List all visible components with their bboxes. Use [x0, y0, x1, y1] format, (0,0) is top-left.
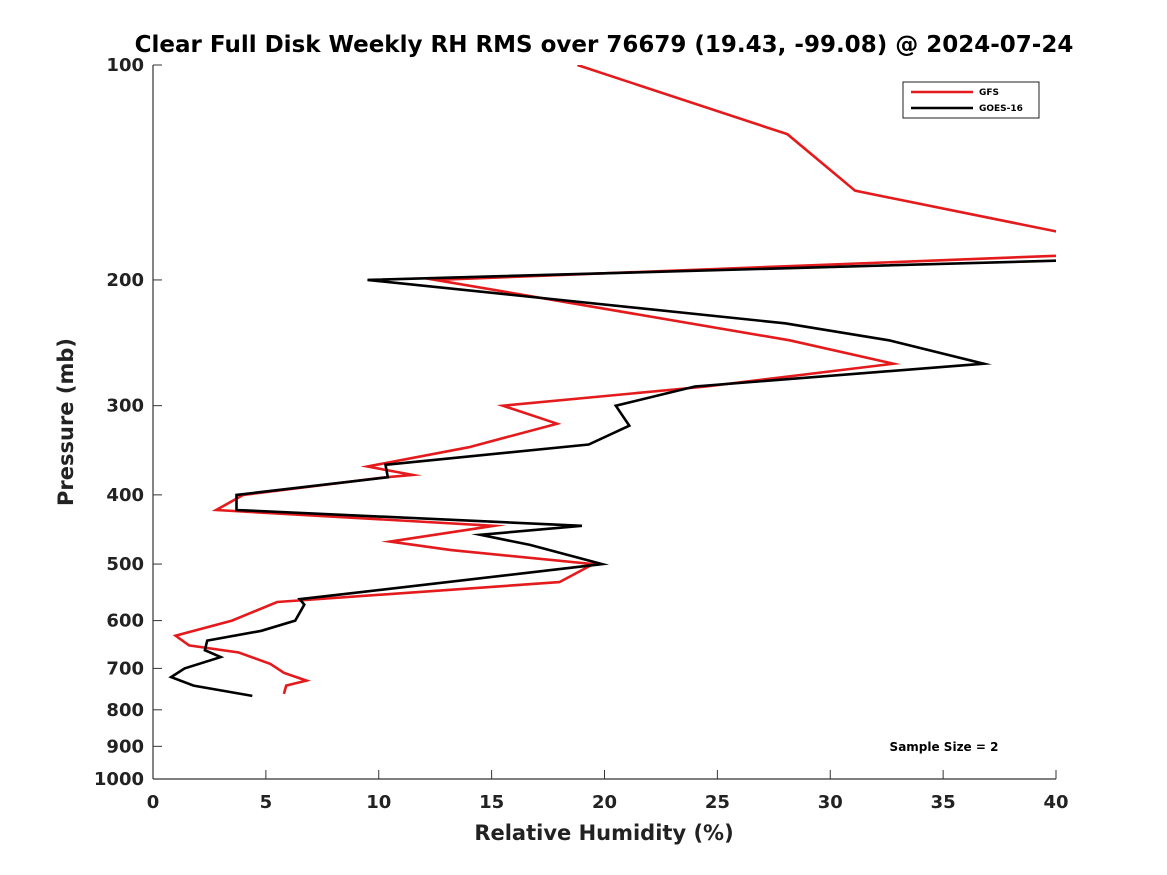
legend-box [902, 81, 1040, 119]
y-axis-label: Pressure (mb) [54, 338, 78, 506]
y-tick-label: 200 [106, 270, 144, 291]
x-axis-label: Relative Humidity (%) [474, 821, 733, 845]
series-line-goes-16 [168, 259, 1056, 698]
y-tick-label: 100 [106, 55, 144, 76]
x-tick-label: 15 [479, 792, 504, 813]
x-tick-label: 10 [366, 792, 391, 813]
y-tick-label: 500 [106, 554, 144, 575]
x-tick-label: 0 [147, 792, 160, 813]
y-tick-label: 300 [106, 396, 144, 417]
y-tick-label: 900 [106, 736, 144, 757]
y-tick-label: 700 [106, 658, 144, 679]
axes: 0 5 10 15 20 25 30 35 40 100 200 300 400 500 600 700 800… [94, 55, 1069, 813]
y-tick-label: 800 [106, 700, 144, 721]
chart-title: Clear Full Disk Weekly RH RMS over 76679… [135, 32, 1074, 58]
y-tick-label: 1000 [94, 769, 144, 790]
x-tick-label: 5 [260, 792, 273, 813]
legend-label: GOES-16 [979, 104, 1023, 114]
series-layer [168, 65, 1056, 698]
y-tick-label: 600 [106, 611, 144, 632]
sample-size-annotation: Sample Size = 2 [890, 740, 999, 754]
legend-label: GFS [979, 88, 999, 98]
x-tick-label: 35 [931, 792, 956, 813]
x-tick-label: 25 [705, 792, 730, 813]
legend: GFS GOES-16 [902, 81, 1040, 119]
x-tick-label: 20 [592, 792, 617, 813]
x-tick-label: 30 [818, 792, 843, 813]
y-tick-label: 400 [106, 485, 144, 506]
x-tick-label: 40 [1043, 792, 1068, 813]
